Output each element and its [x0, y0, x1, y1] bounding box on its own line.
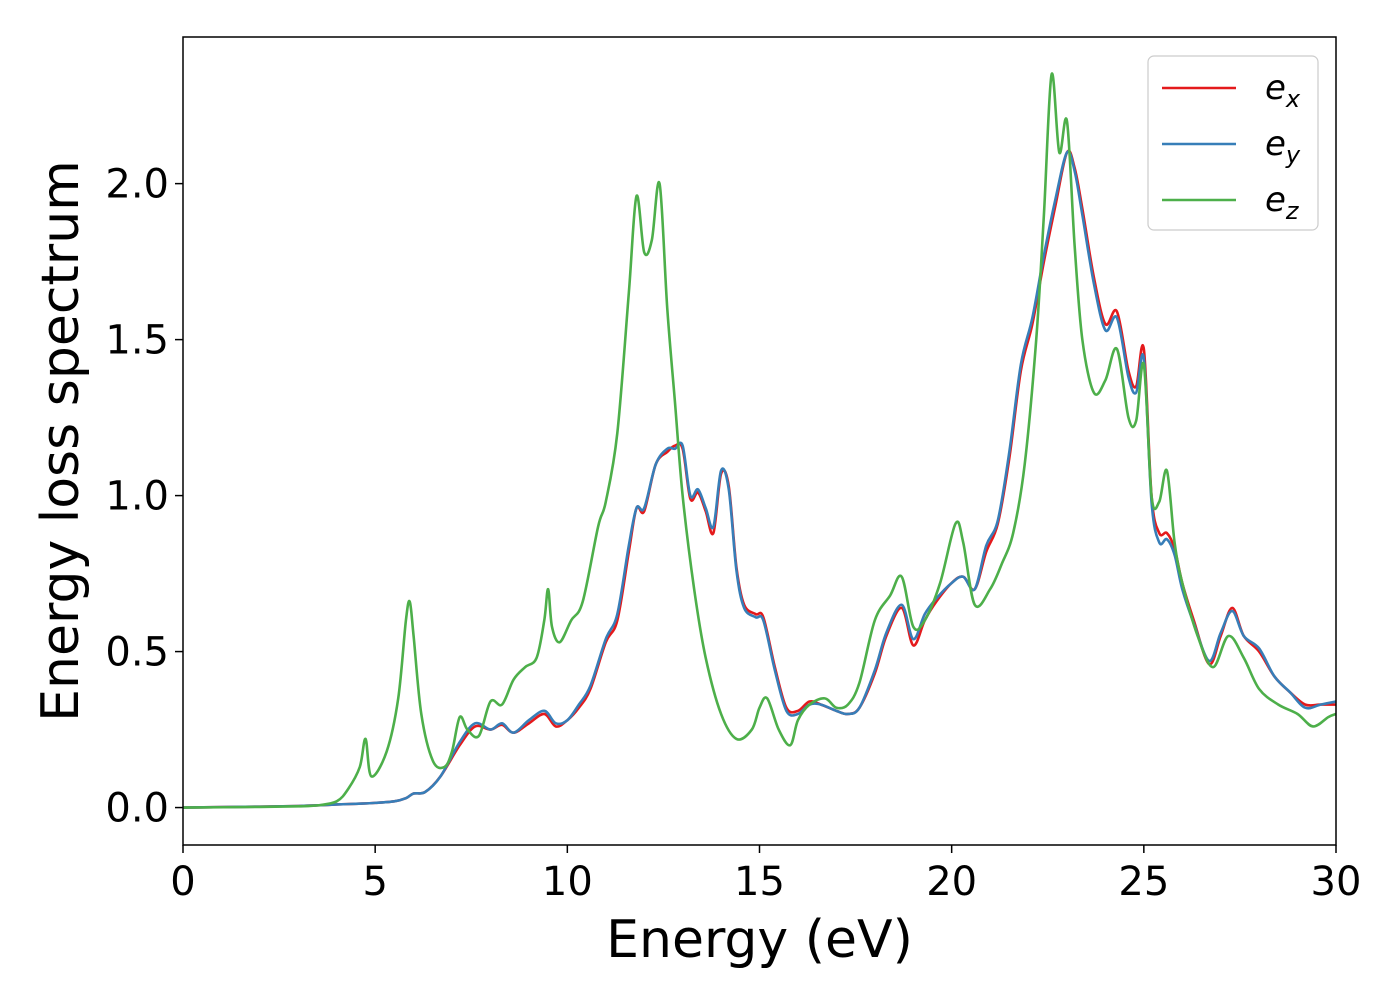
- x-axis-label: Energy (eV): [606, 910, 913, 970]
- legend-label-base: e: [1265, 180, 1286, 220]
- y-tick-label: 0.5: [105, 630, 169, 676]
- legend-label-subscript: x: [1285, 85, 1301, 113]
- legend-label-base: e: [1265, 68, 1286, 108]
- legend-label-subscript: y: [1285, 141, 1301, 169]
- x-axis: 0 5 10 15 20 25 30: [170, 845, 1361, 905]
- legend-label-subscript: z: [1285, 197, 1300, 225]
- x-tick-label: 10: [542, 859, 593, 905]
- x-tick-label: 15: [734, 859, 785, 905]
- y-tick-label: 1.5: [105, 318, 169, 364]
- y-axis: 0.0 0.5 1.0 1.5 2.0: [105, 162, 183, 832]
- legend-label-ey: ey: [1265, 124, 1301, 169]
- x-tick-label: 5: [362, 859, 387, 905]
- legend-label-ez: ez: [1265, 180, 1300, 225]
- series-layer: [183, 72, 1336, 809]
- y-axis-label: Energy loss spectrum: [31, 160, 91, 722]
- y-tick-label: 1.0: [105, 474, 169, 520]
- legend-label-ex: ex: [1265, 68, 1301, 113]
- x-tick-label: 30: [1311, 859, 1362, 905]
- y-tick-label: 0.0: [105, 786, 169, 832]
- series-line-ez: [183, 72, 1336, 809]
- x-tick-label: 0: [170, 859, 195, 905]
- x-tick-label: 25: [1118, 859, 1169, 905]
- x-tick-label: 20: [926, 859, 977, 905]
- legend-label-base: e: [1265, 124, 1286, 164]
- y-tick-label: 2.0: [105, 162, 169, 208]
